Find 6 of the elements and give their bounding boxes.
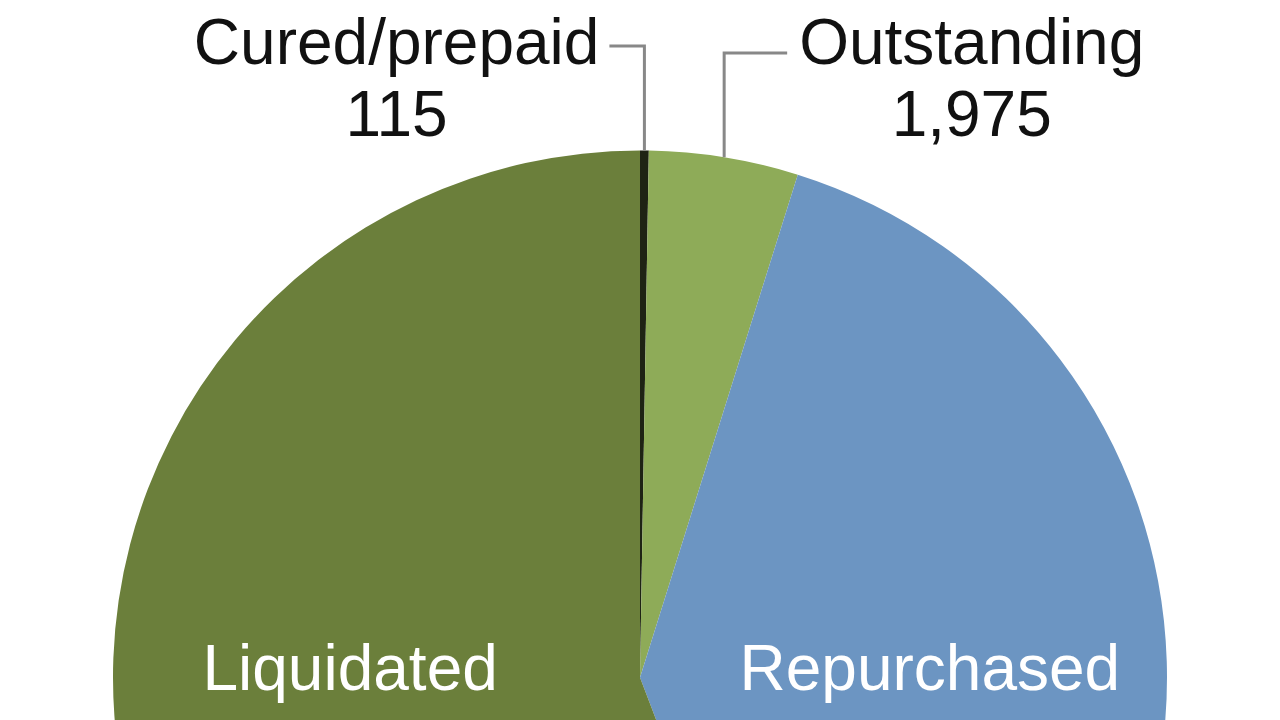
slice-label: Repurchased [739, 632, 1121, 705]
slice-label: Outstanding [799, 5, 1145, 78]
data-label: 1,975 [891, 77, 1052, 150]
data-label: 115 [345, 77, 448, 150]
slice-label: Liquidated [202, 632, 498, 705]
slice-label: Cured/prepaid [193, 5, 600, 78]
